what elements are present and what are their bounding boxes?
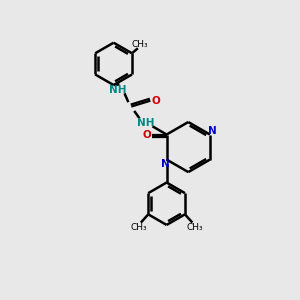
Text: N: N — [161, 159, 170, 169]
Text: CH₃: CH₃ — [186, 223, 203, 232]
Text: O: O — [142, 130, 151, 140]
Text: NH: NH — [109, 85, 127, 95]
Text: O: O — [151, 96, 160, 106]
Text: N: N — [208, 126, 216, 136]
Text: CH₃: CH₃ — [130, 223, 147, 232]
Text: CH₃: CH₃ — [131, 40, 148, 49]
Text: NH: NH — [137, 118, 155, 128]
